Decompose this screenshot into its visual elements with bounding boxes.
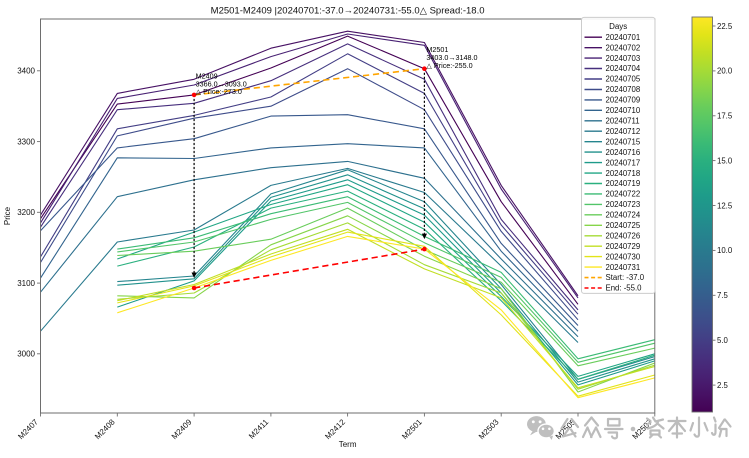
svg-text:22.5: 22.5 (717, 22, 733, 31)
svg-text:20240725: 20240725 (606, 221, 641, 230)
svg-text:20240722: 20240722 (606, 190, 641, 199)
svg-text:End: -55.0: End: -55.0 (606, 284, 643, 293)
svg-text:2.5: 2.5 (717, 381, 729, 390)
svg-text:3200: 3200 (17, 208, 35, 217)
svg-text:△ Price:-255.0: △ Price:-255.0 (426, 61, 472, 70)
svg-text:M2501: M2501 (426, 45, 448, 54)
svg-text:Start: -37.0: Start: -37.0 (606, 273, 645, 282)
svg-text:20240717: 20240717 (606, 158, 641, 167)
svg-text:5.0: 5.0 (717, 336, 729, 345)
svg-text:20240710: 20240710 (606, 106, 641, 115)
svg-text:20240711: 20240711 (606, 117, 640, 126)
svg-text:20240730: 20240730 (606, 252, 641, 261)
svg-text:20240703: 20240703 (606, 54, 641, 63)
svg-text:3400: 3400 (17, 67, 35, 76)
svg-text:20240715: 20240715 (606, 137, 641, 146)
svg-text:20240701: 20240701 (606, 33, 641, 42)
svg-text:3366.0→3093.0: 3366.0→3093.0 (196, 79, 247, 88)
svg-text:20240704: 20240704 (606, 64, 641, 73)
svg-text:20240702: 20240702 (606, 43, 641, 52)
svg-text:Term: Term (339, 440, 357, 449)
svg-text:3403.0→3148.0: 3403.0→3148.0 (426, 53, 477, 62)
svg-text:20240709: 20240709 (606, 96, 641, 105)
svg-text:20240726: 20240726 (606, 231, 641, 240)
svg-text:20240708: 20240708 (606, 85, 641, 94)
svg-text:20240712: 20240712 (606, 127, 641, 136)
svg-text:7.5: 7.5 (717, 291, 729, 300)
svg-text:20.0: 20.0 (717, 67, 733, 76)
svg-text:20240705: 20240705 (606, 75, 641, 84)
svg-text:Days: Days (609, 22, 627, 31)
svg-text:10.0: 10.0 (717, 246, 733, 255)
svg-text:20240718: 20240718 (606, 169, 641, 178)
svg-text:M2501-M2409 |20240701:-37.0→20: M2501-M2409 |20240701:-37.0→20240731:-55… (211, 6, 485, 17)
svg-text:Price: Price (3, 206, 12, 225)
svg-text:17.5: 17.5 (717, 112, 733, 121)
svg-text:3100: 3100 (17, 279, 35, 288)
svg-text:3000: 3000 (17, 350, 35, 359)
svg-text:M2409: M2409 (196, 71, 218, 80)
svg-text:20240729: 20240729 (606, 242, 641, 251)
svg-text:20240716: 20240716 (606, 148, 641, 157)
svg-text:20240724: 20240724 (606, 211, 641, 220)
svg-text:20240731: 20240731 (606, 263, 641, 272)
svg-text:20240723: 20240723 (606, 200, 641, 209)
svg-text:△ Price:-273.0: △ Price:-273.0 (196, 87, 242, 96)
svg-text:20240719: 20240719 (606, 179, 641, 188)
svg-text:3300: 3300 (17, 137, 35, 146)
svg-text:12.5: 12.5 (717, 201, 733, 210)
svg-text:15.0: 15.0 (717, 156, 733, 165)
